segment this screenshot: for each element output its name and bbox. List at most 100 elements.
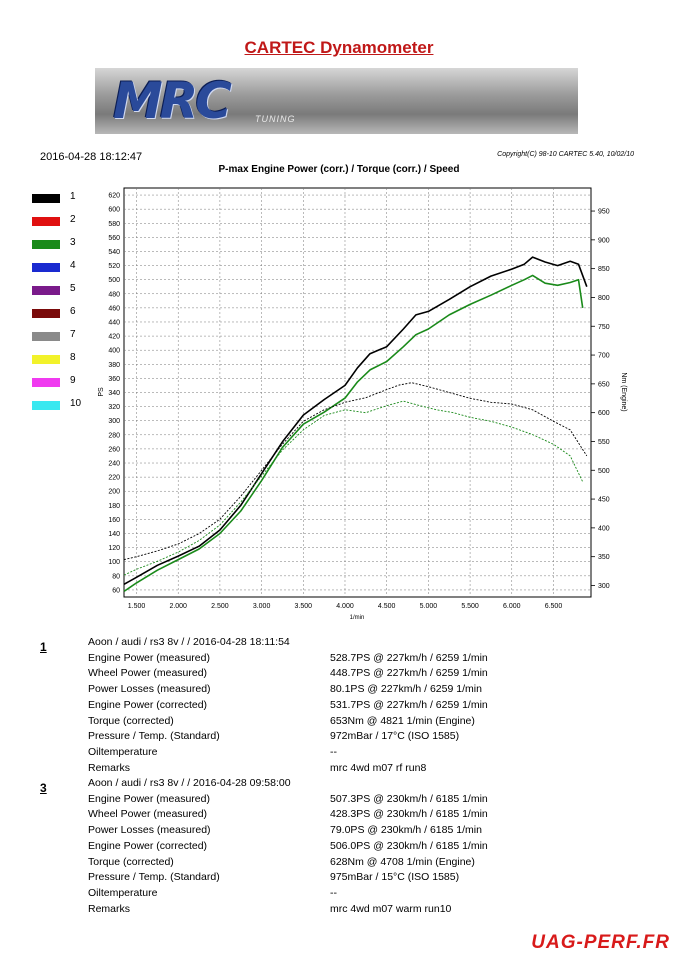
x-tick-label: 4.500 (378, 603, 396, 610)
y2-tick-label: 900 (598, 237, 610, 244)
y-tick-label: 280 (108, 432, 120, 439)
result-value: 506.0PS @ 230km/h / 6185 1/min (330, 839, 488, 852)
result-value: 531.7PS @ 227km/h / 6259 1/min (330, 698, 488, 711)
y-tick-label: 400 (108, 348, 120, 355)
result-key: Remarks (88, 761, 131, 774)
y-tick-label: 300 (108, 418, 120, 425)
result-value: 972mBar / 17°C (ISO 1585) (330, 730, 460, 743)
x-tick-label: 6.000 (503, 603, 521, 610)
y-tick-label: 80 (112, 573, 120, 580)
y2-tick-label: 600 (598, 410, 610, 417)
legend-label: 6 (70, 306, 76, 317)
y-tick-label: 460 (108, 305, 120, 312)
legend-item: 5 (32, 283, 92, 297)
y-tick-label: 120 (108, 545, 120, 552)
legend-swatch (32, 355, 60, 364)
legend-swatch (32, 263, 60, 272)
x-tick-label: 3.000 (253, 603, 271, 610)
result-key: Remarks (88, 902, 131, 915)
y-tick-label: 240 (108, 461, 120, 468)
y2-tick-label: 550 (598, 439, 610, 446)
legend-item: 9 (32, 375, 92, 389)
series-line-run-1-torque (123, 382, 588, 561)
y-tick-label: 340 (108, 390, 120, 397)
legend-label: 9 (70, 375, 76, 386)
result-key: Oiltemperature (88, 886, 158, 899)
y2-tick-label: 800 (598, 295, 610, 302)
legend-swatch (32, 378, 60, 387)
x-tick-label: 1.500 (128, 603, 146, 610)
result-key: Torque (corrected) (88, 714, 174, 727)
y-tick-label: 180 (108, 503, 120, 510)
y2-tick-label: 400 (598, 525, 610, 532)
result-key: Power Losses (measured) (88, 683, 211, 696)
y-tick-label: 440 (108, 319, 120, 326)
result-key: Power Losses (measured) (88, 824, 211, 837)
result-value: 80.1PS @ 227km/h / 6259 1/min (330, 683, 482, 696)
legend-swatch (32, 332, 60, 341)
logo-banner: MRC TUNING (95, 68, 578, 134)
y-tick-label: 500 (108, 277, 120, 284)
run-number: 1 (40, 640, 47, 654)
legend-swatch (32, 401, 60, 410)
result-key: Pressure / Temp. (Standard) (88, 730, 220, 743)
y-tick-label: 200 (108, 489, 120, 496)
run-header: Aoon / audi / rs3 8v / / 2016-04-28 09:5… (88, 777, 291, 789)
series-line-run-3-power (123, 274, 584, 593)
legend-swatch (32, 194, 60, 203)
result-value: 448.7PS @ 227km/h / 6259 1/min (330, 667, 488, 680)
watermark: UAG-PERF.FR (531, 932, 670, 953)
legend-label: 10 (70, 398, 82, 409)
y2-tick-label: 700 (598, 353, 610, 360)
result-value: -- (330, 745, 337, 758)
legend-item: 1 (32, 191, 92, 205)
result-key: Torque (corrected) (88, 855, 174, 868)
y-tick-label: 220 (108, 475, 120, 482)
result-key: Engine Power (measured) (88, 792, 210, 805)
legend-item: 7 (32, 329, 92, 343)
y-tick-label: 140 (108, 531, 120, 538)
legend-label: 8 (70, 352, 76, 363)
result-key: Engine Power (corrected) (88, 839, 208, 852)
legend-label: 5 (70, 283, 76, 294)
y-tick-label: 260 (108, 446, 120, 453)
legend-swatch (32, 309, 60, 318)
y-tick-label: 360 (108, 376, 120, 383)
legend-swatch (32, 217, 60, 226)
y-tick-label: 420 (108, 334, 120, 341)
legend-label: 3 (70, 237, 76, 248)
result-value: -- (330, 886, 337, 899)
y-tick-label: 540 (108, 249, 120, 256)
page-title: CARTEC Dynamometer (244, 38, 434, 57)
result-value: 628Nm @ 4708 1/min (Engine) (330, 855, 475, 868)
chart-title: P-max Engine Power (corr.) / Torque (cor… (218, 164, 460, 175)
y2-tick-label: 950 (598, 209, 610, 216)
result-value: mrc 4wd m07 rf run8 (330, 761, 427, 774)
legend-item: 3 (32, 237, 92, 251)
report-datetime: 2016-04-28 18:12:47 (40, 151, 143, 163)
legend-label: 1 (70, 191, 76, 202)
legend-item: 10 (32, 398, 92, 412)
y-tick-label: 320 (108, 404, 120, 411)
legend-item: 6 (32, 306, 92, 320)
y2-tick-label: 500 (598, 468, 610, 475)
y-tick-label: 60 (112, 587, 120, 594)
y-axis-label: PS (98, 387, 105, 397)
y2-tick-label: 650 (598, 381, 610, 388)
legend-label: 4 (70, 260, 76, 271)
legend-item: 2 (32, 214, 92, 228)
run-header: Aoon / audi / rs3 8v / / 2016-04-28 18:1… (88, 636, 290, 648)
y2-tick-label: 450 (598, 497, 610, 504)
y-tick-label: 380 (108, 362, 120, 369)
result-key: Engine Power (corrected) (88, 698, 208, 711)
legend-swatch (32, 240, 60, 249)
result-value: 528.7PS @ 227km/h / 6259 1/min (330, 651, 488, 664)
series-line-run-1-power (123, 256, 588, 585)
mrc-logo: MRC (113, 72, 232, 130)
y2-axis-label: Nm (Engine) (620, 372, 627, 411)
y-tick-label: 480 (108, 291, 120, 298)
y-tick-label: 600 (108, 207, 120, 214)
y-tick-label: 520 (108, 263, 120, 270)
x-tick-label: 2.500 (211, 603, 229, 610)
copyright-notice: Copyright(C) 98-10 CARTEC 5.40, 10/02/10 (497, 151, 634, 158)
